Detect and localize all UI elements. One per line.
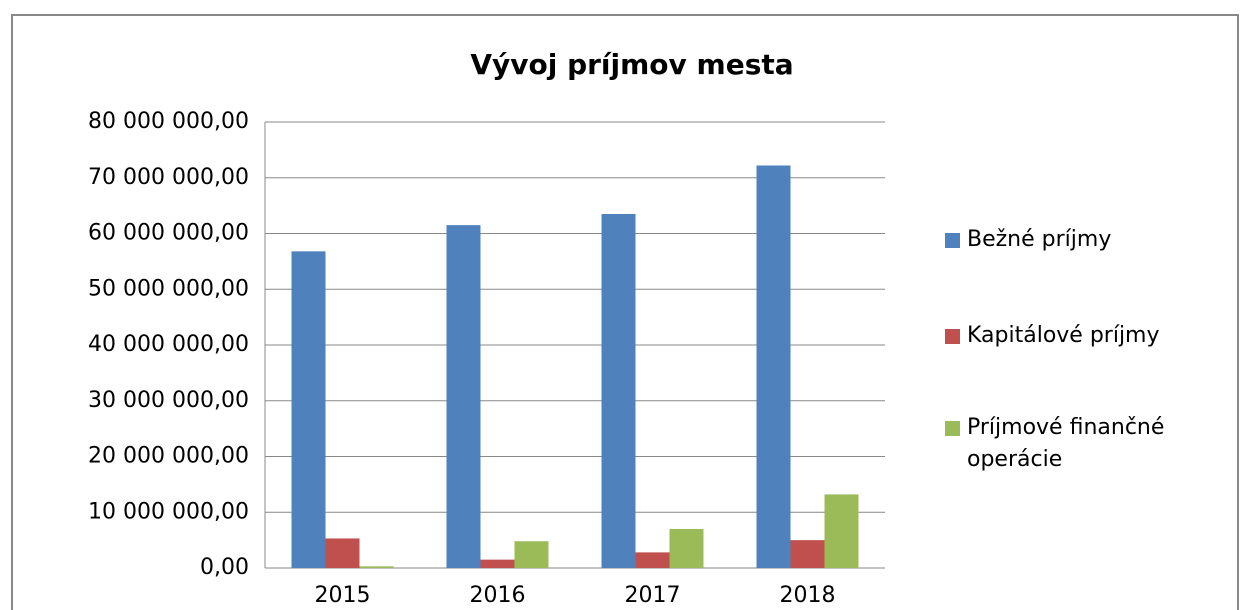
- legend-item: Kapitálové príjmy: [945, 320, 1235, 352]
- x-tick-label: 2015: [315, 583, 371, 608]
- y-tick-label: 20 000 000,00: [88, 444, 249, 469]
- bar: [756, 165, 791, 569]
- y-tick-label: 50 000 000,00: [88, 276, 249, 301]
- bar: [669, 528, 704, 568]
- bar: [446, 225, 481, 568]
- bar: [480, 559, 515, 568]
- x-tick-label: 2016: [470, 583, 526, 608]
- y-tick-label: 40 000 000,00: [88, 332, 249, 357]
- bar: [325, 538, 360, 568]
- bar: [790, 540, 825, 568]
- bar: [635, 552, 670, 568]
- y-tick-label: 80 000 000,00: [88, 109, 249, 134]
- legend-swatch: [945, 421, 960, 436]
- bar: [359, 566, 394, 568]
- bar: [824, 494, 859, 568]
- bar: [601, 213, 636, 569]
- x-tick-label: 2017: [625, 583, 681, 608]
- x-tick-label: 2018: [780, 583, 836, 608]
- y-tick-label: 60 000 000,00: [88, 221, 249, 246]
- legend-label: Kapitálové príjmy: [967, 323, 1160, 348]
- legend-item: Príjmové finančné operácie: [945, 412, 1235, 476]
- y-tick-label: 70 000 000,00: [88, 165, 249, 190]
- chart-title: Vývoj príjmov mesta: [470, 48, 793, 81]
- y-tick-label: 10 000 000,00: [88, 499, 249, 524]
- legend-label: Bežné príjmy: [967, 227, 1112, 252]
- bar: [291, 251, 326, 568]
- y-tick-label: 30 000 000,00: [88, 388, 249, 413]
- bar: [514, 541, 549, 568]
- legend-item: Bežné príjmy: [945, 224, 1235, 256]
- legend-label: Príjmové finančné operácie: [967, 415, 1165, 472]
- legend-swatch: [945, 233, 960, 248]
- legend-swatch: [945, 329, 960, 344]
- y-tick-label: 0,00: [200, 555, 249, 580]
